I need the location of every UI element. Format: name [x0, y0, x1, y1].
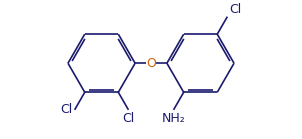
Text: NH₂: NH₂	[162, 112, 186, 125]
Text: Cl: Cl	[122, 112, 134, 125]
Text: Cl: Cl	[230, 3, 242, 16]
Text: Cl: Cl	[60, 103, 72, 116]
Text: O: O	[146, 57, 156, 70]
